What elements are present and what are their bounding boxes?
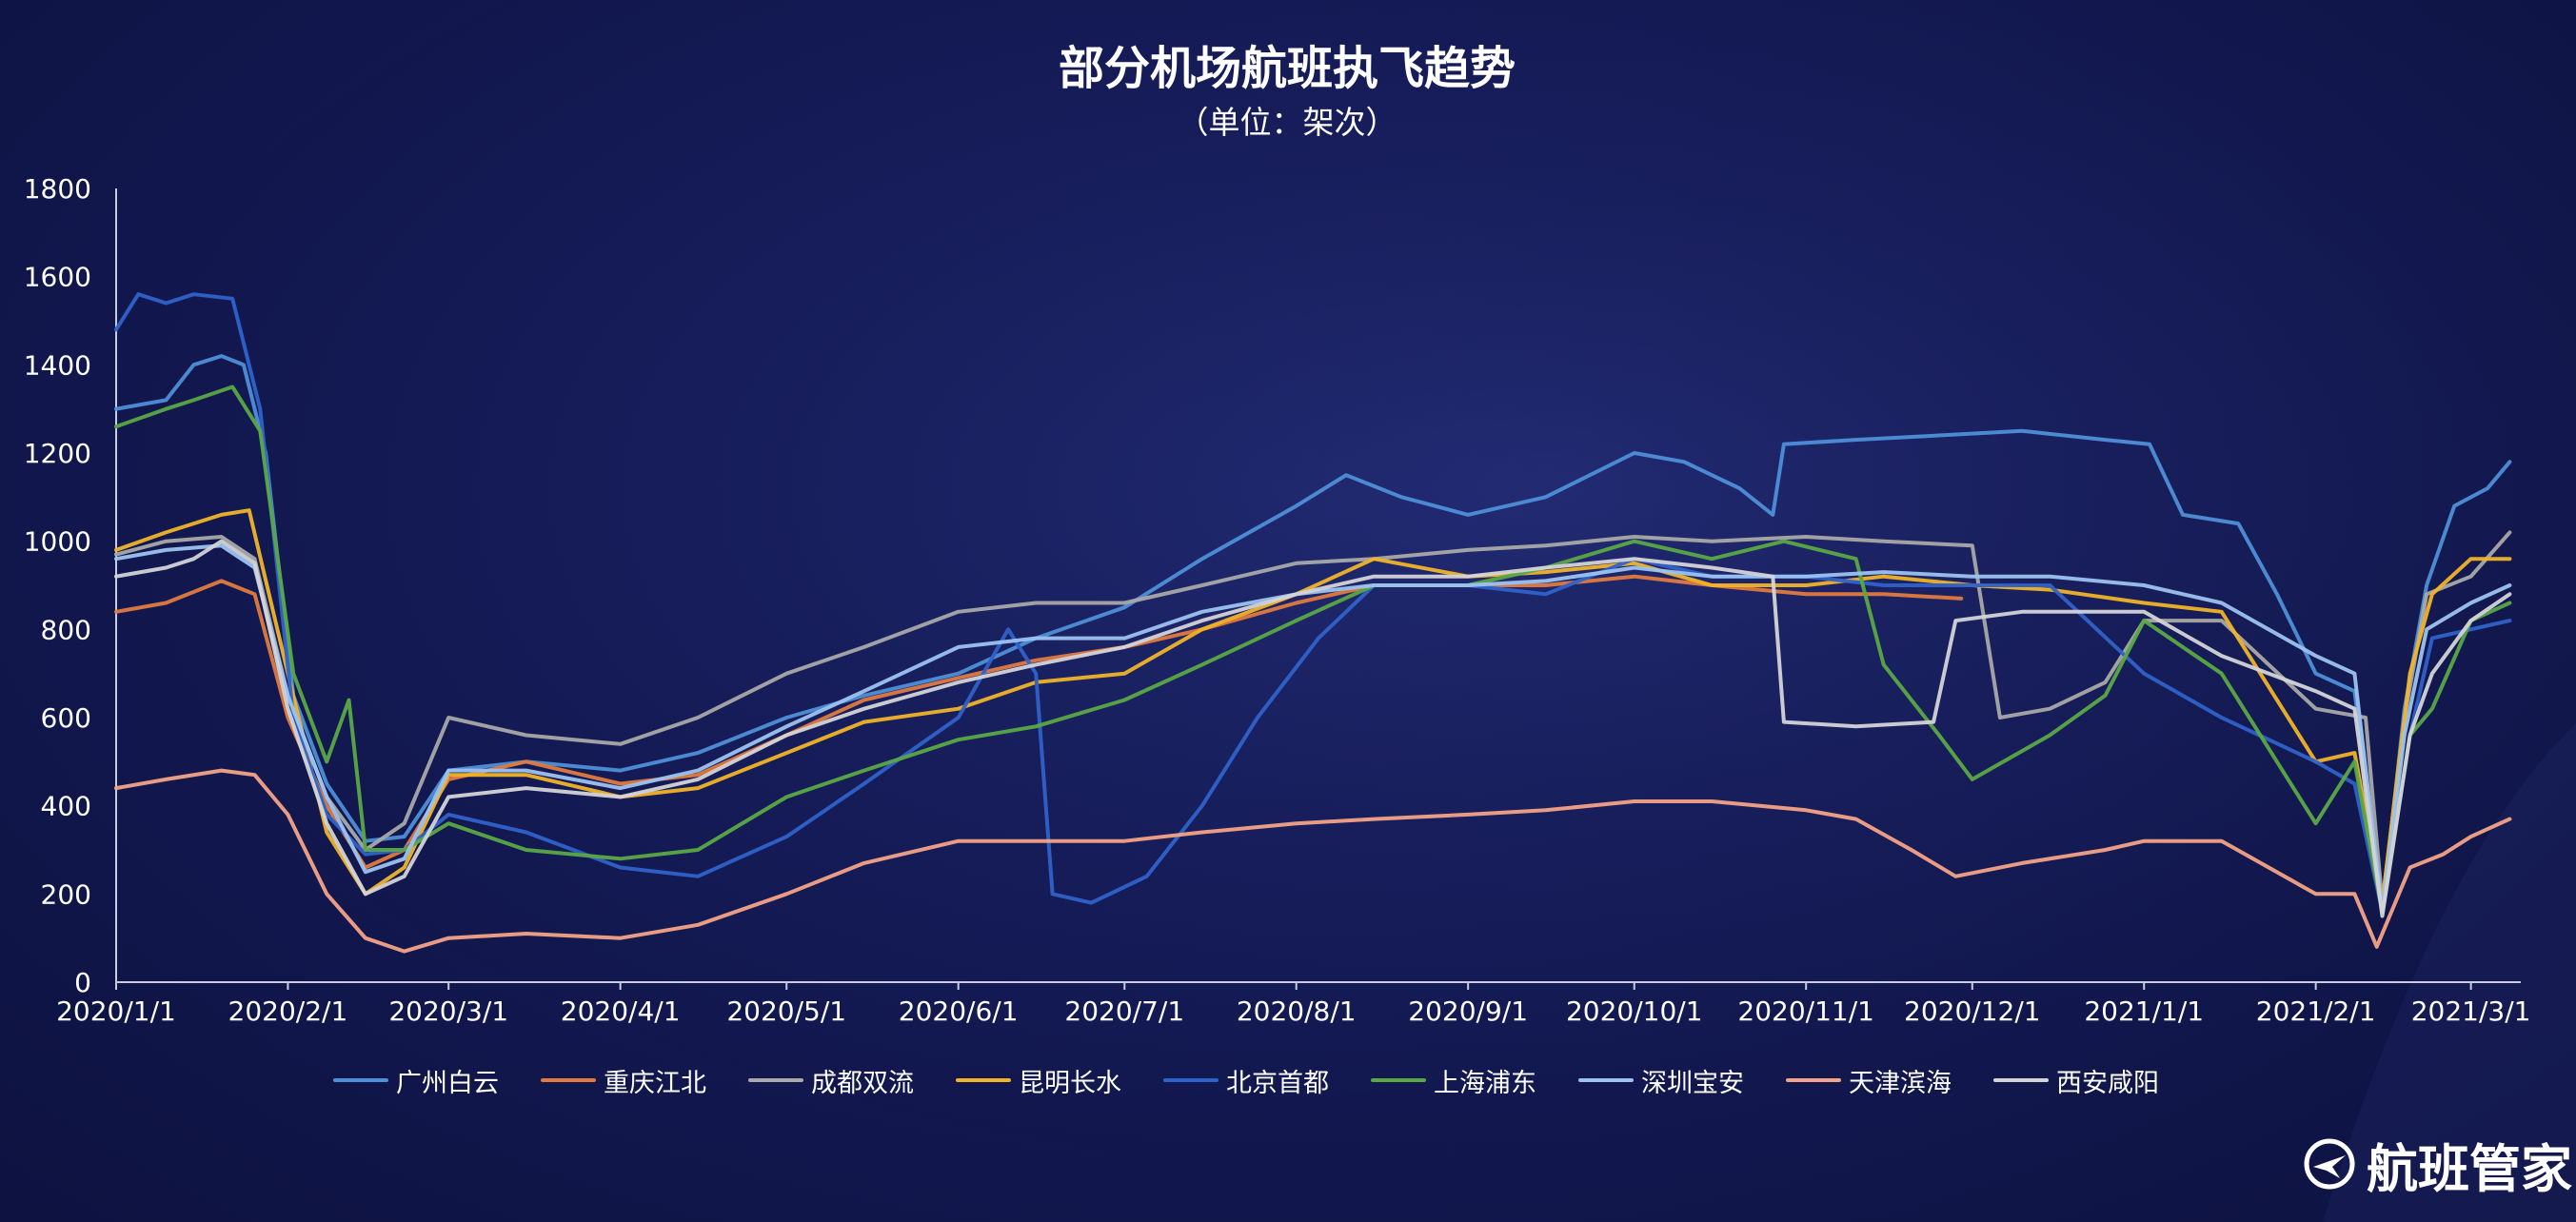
legend-swatch [333, 1078, 388, 1082]
series-line-8 [114, 768, 2512, 954]
y-axis: 0 200 400 600 800 1000 1200 1400 1600 1800 [24, 173, 117, 998]
legend-item: 上海浦东 [1371, 1062, 1536, 1099]
y-tick-label: 1400 [24, 349, 91, 381]
x-tick-label: 2020/3/1 [388, 995, 508, 1027]
legend-item: 天津滨海 [1786, 1062, 1952, 1099]
legend-swatch [1371, 1078, 1426, 1082]
x-axis: 2020/1/1 2020/2/1 2020/3/1 2020/4/1 2020/5/1… [56, 981, 2531, 1027]
legend-label: 深圳宝安 [1641, 1068, 1744, 1098]
legend-label: 昆明长水 [1019, 1068, 1121, 1098]
legend-label: 西安咸阳 [2056, 1068, 2159, 1098]
legend-item: 北京首都 [1163, 1062, 1329, 1099]
legend-label: 上海浦东 [1434, 1068, 1536, 1098]
legend-label: 天津滨海 [1849, 1068, 1952, 1098]
y-tick-label: 1200 [24, 438, 91, 469]
chart-title: 部分机场航班执飞趋势 [1059, 42, 1516, 95]
legend-swatch [1578, 1078, 1634, 1082]
x-tick-label: 2021/3/1 [2411, 995, 2531, 1027]
legend-swatch [956, 1078, 1011, 1082]
plot-area [114, 292, 2512, 954]
legend-swatch [1786, 1078, 1841, 1082]
series-line-5 [114, 292, 2512, 914]
y-tick-label: 600 [41, 702, 91, 734]
x-tick-label: 2020/1/1 [56, 995, 176, 1027]
y-tick-label: 200 [41, 878, 91, 910]
y-tick-label: 1600 [24, 262, 91, 293]
legend-swatch [541, 1078, 596, 1082]
legend-item: 昆明长水 [956, 1062, 1121, 1099]
legend-item: 深圳宝安 [1578, 1062, 1744, 1099]
legend-item: 西安咸阳 [1993, 1062, 2159, 1099]
legend-label: 北京首都 [1226, 1068, 1329, 1098]
y-tick-label: 800 [41, 614, 91, 645]
y-tick-label: 400 [41, 791, 91, 822]
series-line-9 [114, 539, 2512, 918]
x-tick-label: 2020/6/1 [899, 995, 1019, 1027]
chart-subtitle: （单位：架次） [1178, 104, 1397, 141]
legend-item: 成都双流 [748, 1062, 914, 1099]
x-tick-label: 2020/9/1 [1408, 995, 1528, 1027]
legend-item: 广州白云 [333, 1062, 499, 1099]
x-tick-label: 2020/8/1 [1237, 995, 1357, 1027]
legend-swatch [1163, 1078, 1219, 1082]
series-line-6 [114, 384, 2512, 914]
x-tick-label: 2020/2/1 [228, 995, 348, 1027]
legend-swatch [748, 1078, 803, 1082]
series-line-1 [114, 354, 2512, 914]
x-tick-label: 2020/5/1 [726, 995, 846, 1027]
legend-swatch [1993, 1078, 2049, 1082]
legend: 广州白云 重庆江北 成都双流 昆明长水 北京首都 上海浦东 深圳宝安 天津滨海 西安咸阳 [333, 1059, 2332, 1101]
brand-logo-icon [2304, 1138, 2355, 1190]
y-tick-label: 1800 [24, 173, 91, 205]
x-tick-label: 2020/12/1 [1904, 995, 2041, 1027]
x-tick-label: 2020/4/1 [561, 995, 681, 1027]
legend-item: 重庆江北 [541, 1062, 706, 1099]
x-tick-label: 2020/10/1 [1566, 995, 1703, 1027]
background-decoration [2323, 723, 2576, 1222]
legend-label: 成都双流 [811, 1068, 914, 1098]
brand-logo: 航班管家 [2304, 1131, 2572, 1199]
x-tick-label: 2021/1/1 [2084, 995, 2204, 1027]
x-tick-label: 2020/7/1 [1064, 995, 1184, 1027]
x-tick-label: 2020/11/1 [1737, 995, 1874, 1027]
y-tick-label: 1000 [24, 526, 91, 558]
brand-name: 航班管家 [2367, 1138, 2572, 1199]
x-tick-label: 2021/2/1 [2256, 995, 2376, 1027]
y-tick-label: 0 [74, 967, 91, 998]
legend-label: 重庆江北 [604, 1068, 706, 1098]
legend-label: 广州白云 [396, 1068, 499, 1098]
